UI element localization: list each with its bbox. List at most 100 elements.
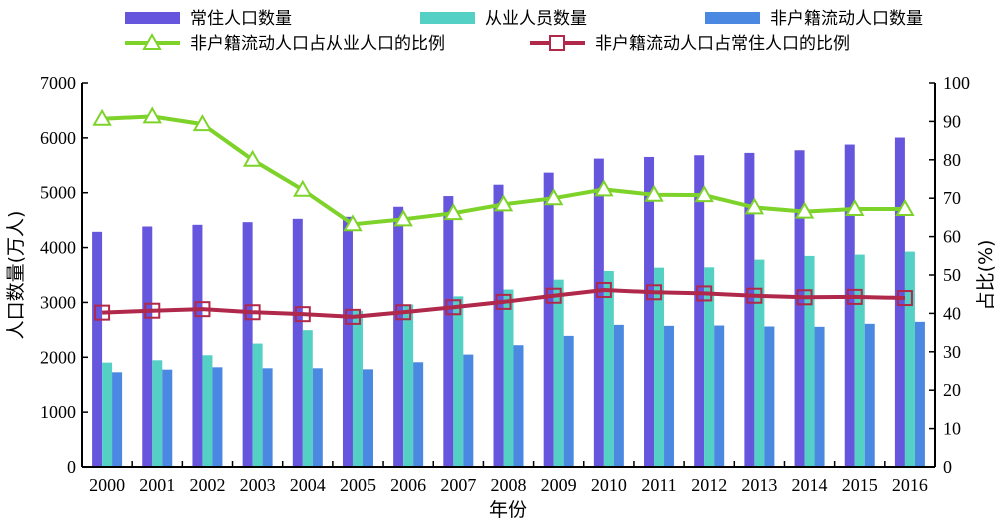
y2-tick-label: 0 bbox=[943, 457, 952, 477]
x-tick-label: 2010 bbox=[591, 475, 627, 495]
bar-0-2006 bbox=[393, 206, 404, 467]
x-tick-label: 2000 bbox=[89, 475, 125, 495]
legend-marker bbox=[549, 35, 565, 51]
bar-2-2010 bbox=[613, 324, 624, 467]
y2-axis-label: 占比(%) bbox=[975, 240, 997, 311]
y-tick-label: 2000 bbox=[40, 347, 76, 367]
bar-2-2004 bbox=[312, 368, 323, 467]
marker-1-2016 bbox=[896, 290, 913, 307]
marker-0-2015 bbox=[845, 198, 865, 216]
x-tick-label: 2014 bbox=[792, 475, 828, 495]
bar-0-2010 bbox=[593, 158, 604, 467]
legend-label: 常住人口数量 bbox=[190, 9, 292, 29]
marker-0-2016 bbox=[895, 198, 915, 216]
bar-2-2002 bbox=[212, 367, 223, 467]
marker-1-2005 bbox=[344, 308, 361, 325]
bar-2-2000 bbox=[112, 372, 123, 467]
marker-0-2000 bbox=[92, 108, 112, 126]
y2-tick-label: 80 bbox=[943, 150, 961, 170]
axes: 0 1000 2000 3000 4000 5000 6000 7000 0 10 20 30 40 50… bbox=[40, 73, 970, 495]
x-tick-label: 2016 bbox=[892, 475, 928, 495]
bar-1-2015 bbox=[854, 254, 865, 467]
x-tick-label: 2007 bbox=[440, 475, 476, 495]
marker-1-2003 bbox=[244, 304, 261, 321]
marker-0-2009 bbox=[543, 188, 564, 206]
bar-1-2004 bbox=[302, 330, 313, 467]
y-tick-label: 3000 bbox=[40, 292, 76, 312]
bar-1-2008 bbox=[503, 289, 514, 467]
legend-label: 非户籍流动人口占从业人口的比例 bbox=[190, 34, 445, 54]
bar-0-2008 bbox=[493, 184, 504, 467]
bar-0-2000 bbox=[92, 231, 103, 467]
x-tick-label: 2015 bbox=[842, 475, 878, 495]
bar-2-2013 bbox=[764, 326, 775, 467]
y-tick-label: 7000 bbox=[40, 73, 76, 93]
bar-1-2003 bbox=[252, 343, 263, 467]
marker-0-2014 bbox=[794, 201, 815, 219]
x-tick-label: 2001 bbox=[139, 475, 175, 495]
x-tick-label: 2008 bbox=[491, 475, 527, 495]
bar-0-2003 bbox=[242, 222, 253, 467]
marker-1-2010 bbox=[595, 281, 612, 298]
bar-0-2012 bbox=[694, 155, 705, 467]
bar-1-2011 bbox=[654, 267, 665, 467]
y-tick-label: 6000 bbox=[40, 128, 76, 148]
x-tick-label: 2006 bbox=[390, 475, 426, 495]
x-tick-label: 2005 bbox=[340, 475, 376, 495]
x-tick-label: 2003 bbox=[240, 475, 276, 495]
bar-0-2001 bbox=[142, 226, 153, 467]
marker-0-2011 bbox=[644, 184, 664, 202]
y2-tick-label: 40 bbox=[943, 303, 961, 323]
marker-0-2006 bbox=[393, 209, 413, 227]
bar-1-2016 bbox=[904, 251, 915, 467]
y-tick-label: 1000 bbox=[40, 402, 76, 422]
bar-2-2001 bbox=[162, 369, 173, 467]
y2-tick-label: 20 bbox=[943, 380, 961, 400]
bars bbox=[92, 137, 925, 467]
marker-1-2013 bbox=[746, 287, 763, 304]
bar-2-2005 bbox=[362, 369, 373, 467]
legend-swatch bbox=[420, 12, 475, 24]
marker-1-2006 bbox=[395, 304, 412, 321]
legend-label: 非户籍流动人口占常住人口的比例 bbox=[595, 34, 850, 54]
bar-0-2011 bbox=[644, 156, 655, 467]
bar-1-2007 bbox=[453, 296, 464, 467]
marker-1-2011 bbox=[646, 284, 663, 301]
x-tick-label: 2009 bbox=[541, 475, 577, 495]
bar-0-2014 bbox=[794, 150, 805, 467]
marker-0-2002 bbox=[192, 114, 213, 132]
y2-tick-label: 50 bbox=[943, 265, 961, 285]
bar-0-2005 bbox=[342, 216, 353, 467]
legend-label: 非户籍流动人口数量 bbox=[770, 9, 923, 29]
bar-2-2008 bbox=[513, 345, 524, 467]
bar-1-2006 bbox=[403, 304, 414, 467]
marker-1-2014 bbox=[796, 289, 813, 306]
bar-2-2014 bbox=[814, 326, 825, 467]
y2-tick-label: 70 bbox=[943, 188, 961, 208]
marker-0-2003 bbox=[242, 149, 263, 167]
marker-0-2008 bbox=[493, 194, 514, 212]
marker-1-2008 bbox=[495, 293, 512, 310]
bar-0-2016 bbox=[894, 137, 905, 467]
legend-swatch bbox=[125, 12, 180, 24]
y-tick-label: 4000 bbox=[40, 238, 76, 258]
bar-0-2009 bbox=[543, 172, 554, 467]
bar-0-2013 bbox=[744, 152, 755, 467]
y2-tick-label: 10 bbox=[943, 419, 961, 439]
bar-2-2016 bbox=[914, 321, 925, 467]
y2-tick-label: 60 bbox=[943, 227, 961, 247]
x-tick-label: 2002 bbox=[189, 475, 225, 495]
bar-2-2009 bbox=[563, 335, 574, 467]
bar-1-2012 bbox=[704, 267, 715, 467]
x-tick-label: 2013 bbox=[741, 475, 777, 495]
marker-1-2004 bbox=[294, 306, 311, 323]
x-tick-label: 2011 bbox=[641, 475, 676, 495]
bar-1-2014 bbox=[804, 255, 815, 467]
lines bbox=[92, 106, 915, 325]
marker-0-2001 bbox=[142, 106, 162, 124]
bar-2-2003 bbox=[262, 368, 273, 467]
marker-0-2013 bbox=[744, 197, 765, 215]
bar-0-2007 bbox=[443, 196, 454, 467]
